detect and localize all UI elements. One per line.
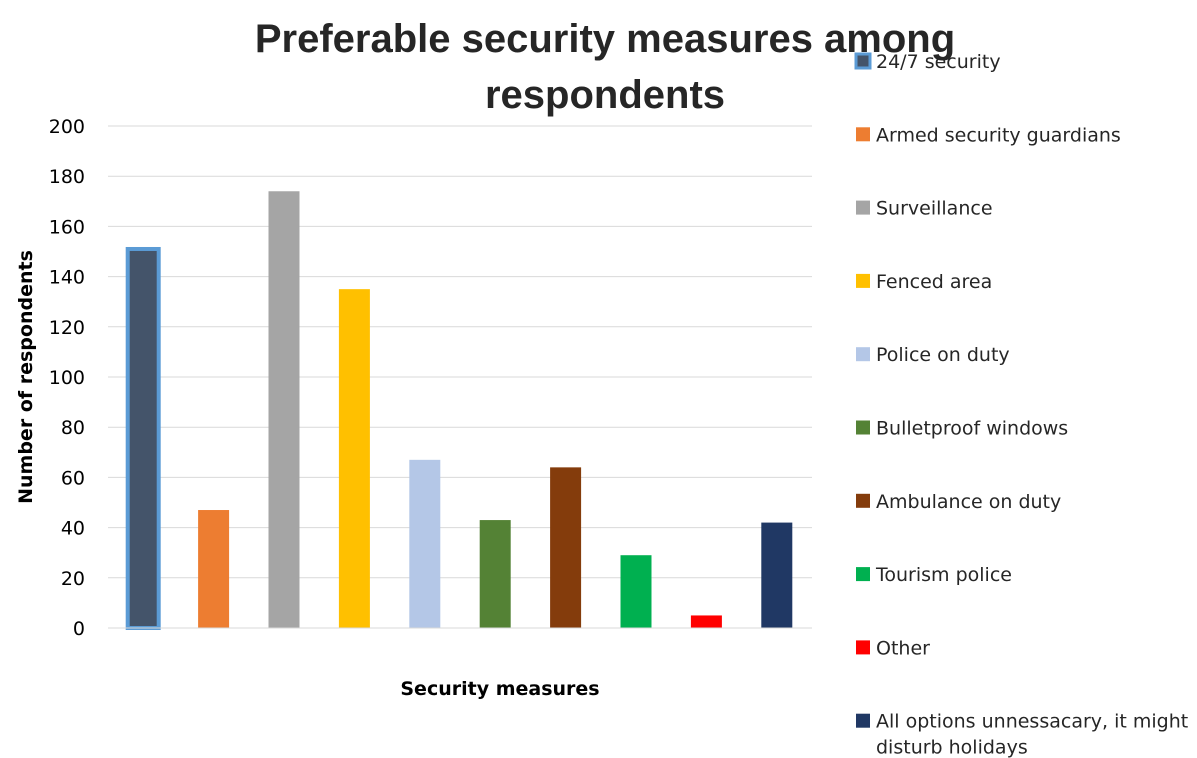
legend-swatch	[856, 127, 870, 142]
bar	[550, 467, 582, 628]
legend-label: 24/7 security	[876, 51, 1001, 73]
bar	[690, 615, 722, 628]
bar	[338, 289, 370, 628]
x-axis-title: Security measures	[400, 678, 599, 700]
y-tick-label: 20	[61, 568, 85, 590]
y-tick-label: 0	[73, 618, 85, 640]
legend-swatch	[856, 713, 870, 728]
y-axis-title: Number of respondents	[15, 250, 37, 504]
legend-label: Surveillance	[876, 198, 993, 220]
y-tick-label: 40	[61, 518, 85, 540]
y-tick-label: 100	[49, 367, 85, 389]
bar	[620, 555, 652, 628]
bars	[125, 191, 793, 631]
legend: 24/7 security Armed security guardians Sur…	[854, 51, 1188, 758]
legend-label: Ambulance on duty	[876, 491, 1061, 513]
legend-label: disturb holidays	[876, 737, 1028, 758]
y-tick-label: 200	[49, 116, 85, 138]
legend-swatch	[856, 200, 870, 215]
bar	[409, 459, 441, 628]
legend-label: Tourism police	[875, 564, 1012, 586]
y-tick-label: 80	[61, 417, 85, 439]
legend-label: Other	[876, 637, 930, 659]
chart-title-line-1: Preferable security measures among	[255, 17, 955, 61]
legend-label: Fenced area	[876, 271, 992, 293]
y-axis-ticks: 0 20 40 60 80 100 120 140 160 180 200	[49, 116, 85, 640]
legend-label: All options unnessacary, it might	[876, 711, 1188, 733]
bar	[125, 246, 161, 631]
y-tick-label: 60	[61, 467, 85, 489]
legend-swatch	[856, 567, 870, 582]
legend-label: Armed security guardians	[876, 124, 1121, 146]
legend-swatch	[856, 640, 870, 655]
bar	[761, 522, 793, 628]
bar	[479, 520, 511, 628]
legend-swatch	[856, 493, 870, 508]
legend-label: Bulletproof windows	[876, 418, 1068, 440]
legend-swatch	[856, 420, 870, 435]
legend-swatch	[856, 347, 870, 362]
legend-label: Police on duty	[876, 344, 1010, 366]
bar	[268, 191, 300, 628]
y-tick-label: 120	[49, 317, 85, 339]
y-tick-label: 180	[49, 166, 85, 188]
legend-swatch	[856, 273, 870, 288]
chart-title-line-2: respondents	[485, 73, 725, 117]
y-tick-label: 140	[49, 267, 85, 289]
bar	[198, 510, 230, 628]
y-tick-label: 160	[49, 216, 85, 238]
legend-swatch	[854, 52, 872, 70]
